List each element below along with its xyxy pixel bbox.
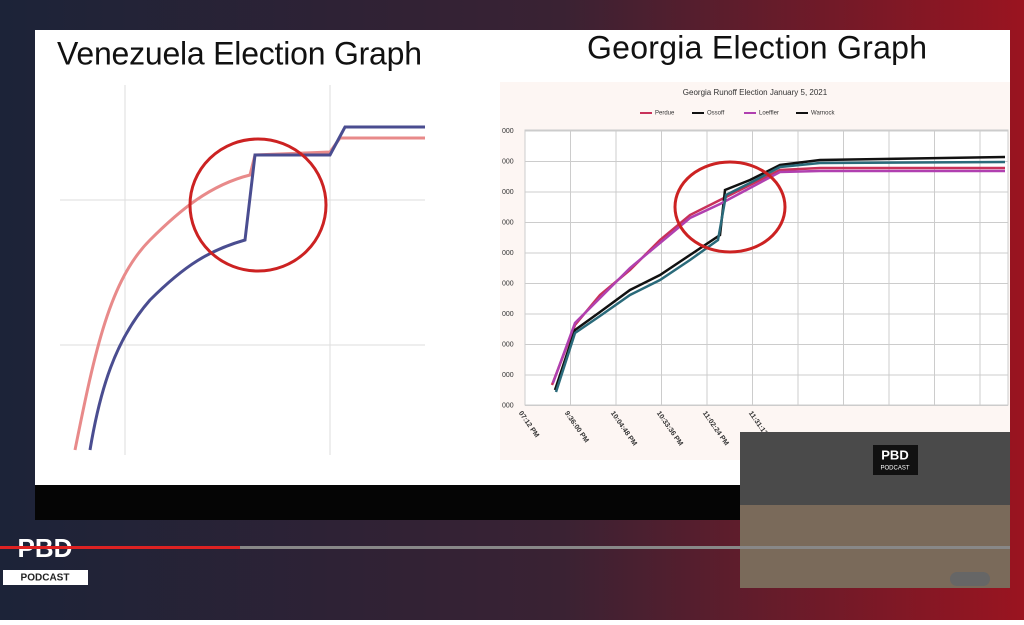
y-label: 000 [502,189,514,196]
annotation-circle [673,160,787,254]
progress[interactable] [0,546,240,549]
y-label: 000 [502,250,514,257]
georgia-lines [550,155,1006,393]
chart-title: Georgia Runoff Election January 5, 2021 [683,88,828,97]
inset-logo-box [873,445,918,475]
left-title: Venezuela Election Graph [57,35,422,71]
y-label: 000 [502,341,514,348]
y-label: 000 [502,280,514,287]
y-label: 000 [502,128,514,135]
venezuela-chart [60,85,425,455]
brand-sub-box [3,570,88,585]
y-label: 000 [502,158,514,165]
inset-logo: PBD [881,447,908,462]
legend-label: Loeffler [759,111,779,117]
legend-label: Warnock [811,111,835,117]
y-label: 000 [502,402,514,409]
right-title: Georgia Election Graph [587,29,927,65]
y-label: 000 [502,311,514,318]
legend-label: Ossoff [707,111,725,117]
brand-sub: PODCAST [21,573,70,584]
legend-label: Perdue [655,111,675,117]
pause-button[interactable] [950,572,990,586]
progress-track[interactable] [240,546,1010,549]
y-label: 000 [502,372,514,379]
inset-logo-sub: PODCAST [880,466,909,472]
y-label: 000 [502,219,514,226]
